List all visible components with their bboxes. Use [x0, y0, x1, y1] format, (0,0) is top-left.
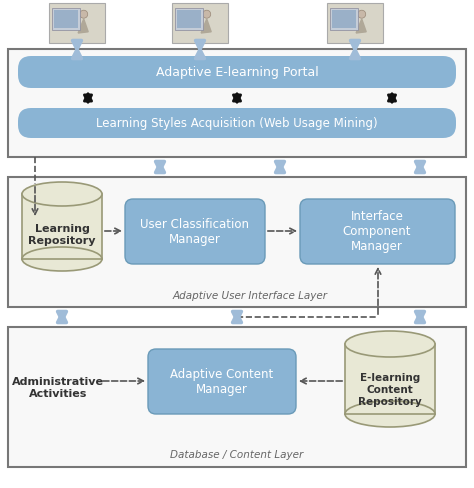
Ellipse shape — [22, 183, 102, 206]
Bar — [8, 50, 466, 158]
Bar — [330, 9, 358, 31]
Text: Database / Content Layer: Database / Content Layer — [170, 449, 304, 459]
Bar — [49, 4, 105, 44]
Text: Adaptive E-learning Portal: Adaptive E-learning Portal — [155, 66, 319, 80]
Ellipse shape — [22, 247, 102, 271]
Circle shape — [80, 11, 88, 19]
Bar — [52, 9, 80, 31]
Polygon shape — [201, 20, 211, 34]
Text: Interface
Component
Manager: Interface Component Manager — [343, 210, 411, 253]
Circle shape — [358, 11, 366, 19]
Ellipse shape — [345, 401, 435, 427]
Polygon shape — [78, 20, 88, 34]
Bar — [332, 11, 356, 29]
Circle shape — [203, 11, 211, 19]
Bar — [172, 4, 228, 44]
Text: E-learning
Content
Repository: E-learning Content Repository — [358, 373, 422, 406]
Text: Learning Styles Acquisition (Web Usage Mining): Learning Styles Acquisition (Web Usage M… — [96, 117, 378, 130]
Text: Adaptive Content
Manager: Adaptive Content Manager — [170, 367, 273, 395]
Text: Administrative
Activities: Administrative Activities — [12, 376, 104, 398]
Bar — [8, 327, 466, 467]
Bar — [54, 11, 78, 29]
Text: User Classification
Manager: User Classification Manager — [140, 218, 249, 245]
Bar — [177, 11, 201, 29]
FancyBboxPatch shape — [148, 349, 296, 414]
Polygon shape — [356, 20, 366, 34]
Bar — [327, 4, 383, 44]
Text: Adaptive User Interface Layer: Adaptive User Interface Layer — [173, 290, 328, 301]
FancyBboxPatch shape — [300, 200, 455, 264]
Text: Learning
Repository: Learning Repository — [28, 224, 96, 245]
Bar — [8, 178, 466, 307]
Bar — [22, 195, 102, 260]
FancyBboxPatch shape — [18, 57, 456, 89]
Ellipse shape — [345, 331, 435, 357]
Bar — [345, 345, 435, 414]
Bar — [175, 9, 203, 31]
FancyBboxPatch shape — [18, 109, 456, 139]
FancyBboxPatch shape — [125, 200, 265, 264]
